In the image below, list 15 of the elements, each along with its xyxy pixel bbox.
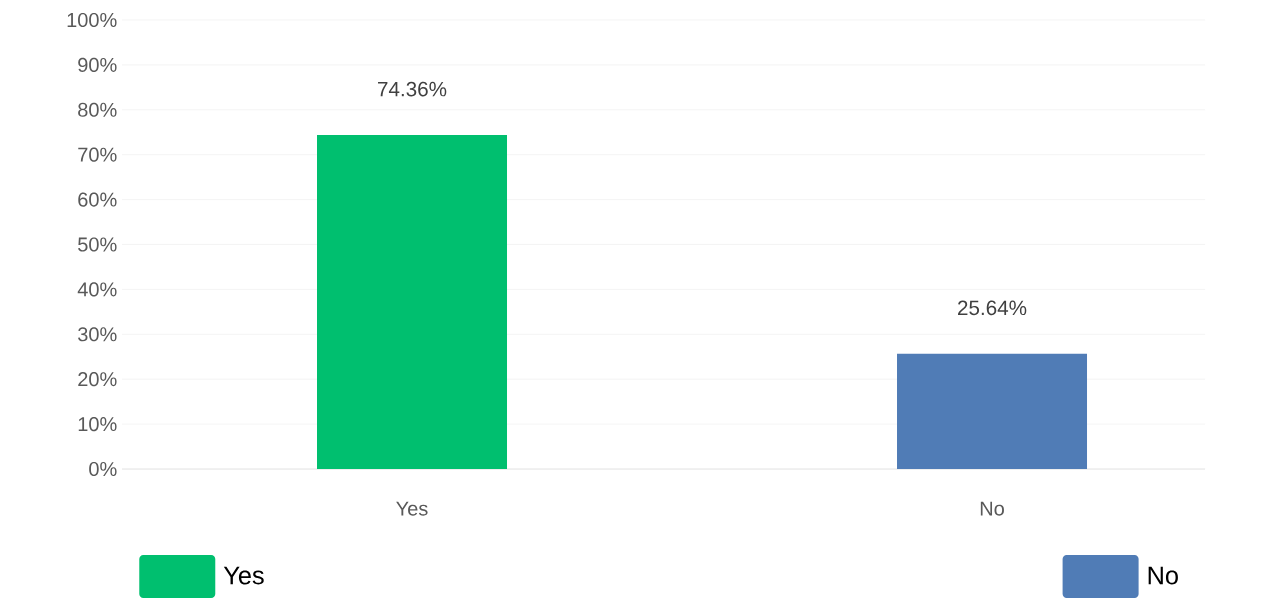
y-tick-label: 100% xyxy=(67,12,117,28)
data-label: 74.36% xyxy=(378,81,447,97)
y-tick-label: 30% xyxy=(78,327,117,342)
y-tick-label: 0% xyxy=(89,461,117,477)
y-tick-label: 60% xyxy=(78,192,117,207)
legend-label: No xyxy=(1148,566,1178,585)
y-tick-label: 90% xyxy=(78,57,117,72)
y-tick-label: 80% xyxy=(78,102,117,117)
y-tick-label: 70% xyxy=(78,147,117,162)
y-tick-label: 10% xyxy=(78,417,117,432)
y-tick-label: 20% xyxy=(78,372,117,387)
legend-label: Yes xyxy=(223,566,264,585)
data-label: 25.64% xyxy=(958,300,1027,316)
y-tick-label: 50% xyxy=(78,237,117,252)
y-tick-label: 40% xyxy=(77,282,117,297)
